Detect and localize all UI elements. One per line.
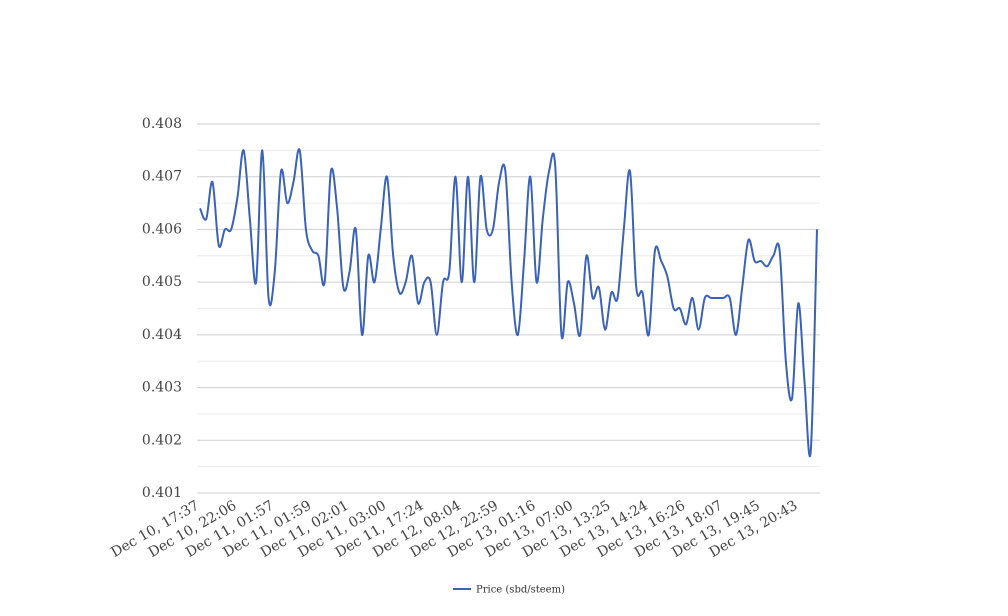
y-tick-label: 0.402 [142, 432, 182, 448]
y-tick-label: 0.401 [142, 485, 182, 501]
price-line [199, 148, 818, 458]
y-tick-label: 0.408 [142, 116, 182, 132]
y-tick-label: 0.405 [142, 274, 182, 290]
legend-label: Price (sbd/steem) [476, 585, 565, 596]
y-tick-label: 0.406 [142, 221, 182, 237]
y-tick-label: 0.404 [142, 327, 182, 343]
y-tick-label: 0.407 [142, 169, 182, 185]
y-tick-label: 0.403 [142, 380, 182, 396]
